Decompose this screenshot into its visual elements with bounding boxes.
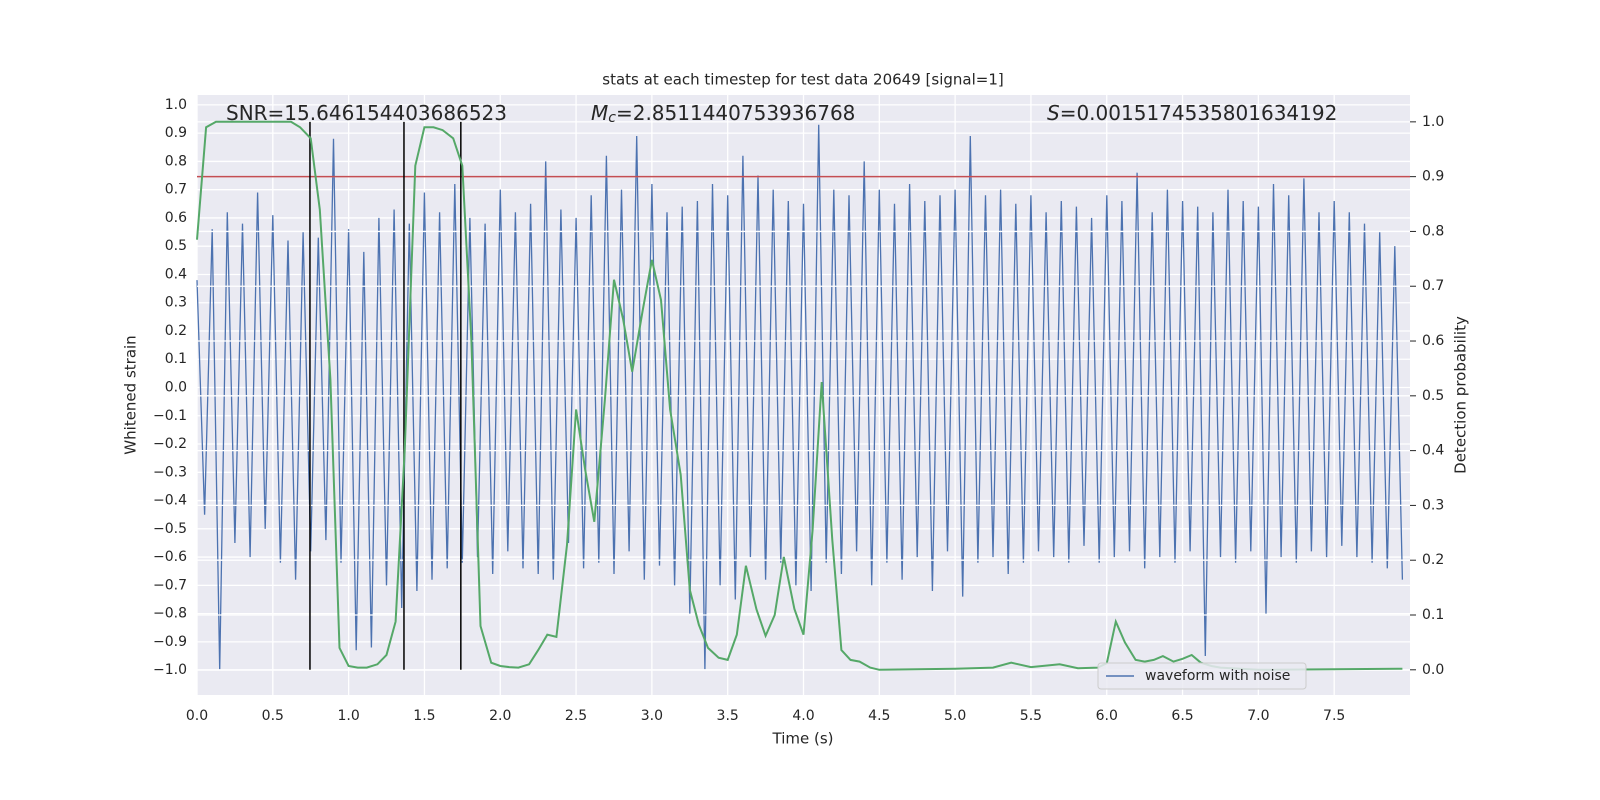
y-tick-label: −1.0 — [153, 662, 187, 678]
y-tick-label: 0.9 — [165, 125, 187, 141]
y2-tick-label: 0.8 — [1422, 223, 1444, 239]
y-tick-label: −0.8 — [153, 606, 187, 622]
x-tick-label: 4.0 — [792, 708, 814, 724]
y2-tick-label: 0.6 — [1422, 333, 1444, 349]
y-tick-label: 0.8 — [165, 153, 187, 169]
annotation-symbol: M — [591, 101, 608, 125]
x-tick-label: 2.5 — [565, 708, 587, 724]
y-tick-label: −0.9 — [153, 634, 187, 650]
x-axis-label: Time (s) — [772, 730, 834, 748]
y-tick-label: −0.4 — [153, 493, 187, 509]
y2-tick-label: 0.2 — [1422, 552, 1444, 568]
series-line — [196, 124, 1404, 671]
x-tick-label: 4.5 — [868, 708, 890, 724]
y-axis-label: Whitened strain — [122, 335, 140, 454]
x-tick-label: 6.5 — [1171, 708, 1193, 724]
y-tick-label: −0.1 — [153, 408, 187, 424]
y2-tick-label: 0.7 — [1422, 278, 1444, 294]
annotation-text: SNR=15.646154403686523 — [226, 101, 507, 125]
y2-tick-label: 1.0 — [1422, 114, 1444, 130]
annotation-subscript: c — [608, 110, 616, 126]
y-tick-label: 0.2 — [165, 323, 187, 339]
annotation: Mc=2.8511440753936768 — [591, 101, 855, 127]
annotation-symbol: S — [1047, 101, 1060, 125]
y-tick-label: −0.5 — [153, 521, 187, 537]
y2-tick-label: 0.1 — [1422, 607, 1444, 623]
y-tick-label: 0.5 — [165, 238, 187, 254]
x-tick-label: 7.0 — [1247, 708, 1269, 724]
y-tick-label: −0.2 — [153, 436, 187, 452]
y-tick-label: 0.1 — [165, 351, 187, 367]
legend-label: waveform with noise — [1145, 668, 1290, 684]
y-tick-label: 0.3 — [165, 295, 187, 311]
y2-tick-label: 0.3 — [1422, 497, 1444, 513]
annotation: SNR=15.646154403686523 — [226, 101, 507, 125]
annotation-text: =0.0015174535801634192 — [1060, 101, 1338, 125]
x-tick-label: 5.5 — [1020, 708, 1042, 724]
chart-title: stats at each timestep for test data 206… — [602, 71, 1003, 89]
x-tick-label: 7.5 — [1323, 708, 1345, 724]
legend-box — [1097, 662, 1307, 690]
y-tick-label: 0.6 — [165, 210, 187, 226]
x-tick-label: 5.0 — [944, 708, 966, 724]
x-tick-label: 3.0 — [641, 708, 663, 724]
x-tick-label: 6.0 — [1096, 708, 1118, 724]
x-tick-label: 2.0 — [489, 708, 511, 724]
y2-tick-label: 0.5 — [1422, 388, 1444, 404]
y-tick-label: −0.3 — [153, 464, 187, 480]
x-tick-label: 0.5 — [262, 708, 284, 724]
y2-tick-label: 0.9 — [1422, 169, 1444, 185]
y2-tick-label: 0.4 — [1422, 443, 1444, 459]
x-tick-label: 3.5 — [717, 708, 739, 724]
y-tick-label: 0.4 — [165, 266, 187, 282]
y-tick-label: 0.0 — [165, 380, 187, 396]
y2-axis-label: Detection probability — [1452, 316, 1470, 474]
y-tick-label: −0.6 — [153, 549, 187, 565]
annotation: S=0.0015174535801634192 — [1047, 101, 1337, 125]
x-tick-label: 0.0 — [186, 708, 208, 724]
y-tick-label: −0.7 — [153, 577, 187, 593]
x-tick-label: 1.0 — [337, 708, 359, 724]
y-tick-label: 0.7 — [165, 182, 187, 198]
annotation-text: =2.8511440753936768 — [616, 101, 855, 125]
y-tick-label: 1.0 — [165, 97, 187, 113]
y2-tick-label: 0.0 — [1422, 662, 1444, 678]
x-tick-label: 1.5 — [413, 708, 435, 724]
